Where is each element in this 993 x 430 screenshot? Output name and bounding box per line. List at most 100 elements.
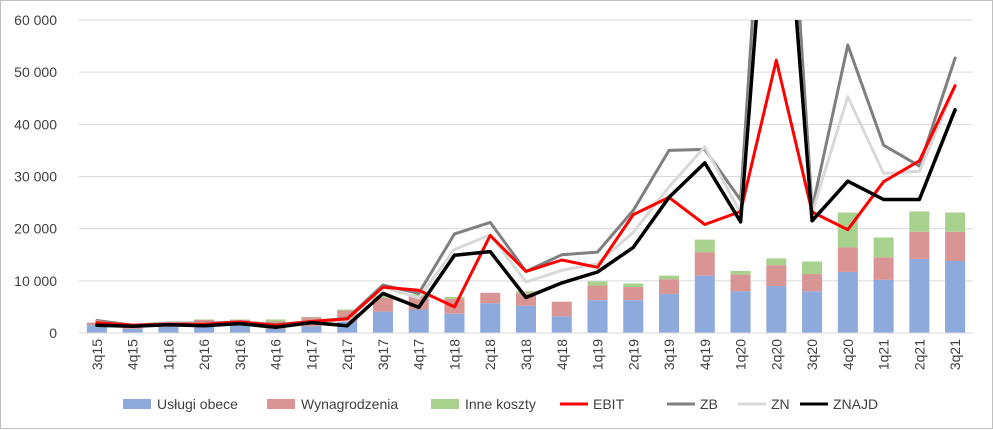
line-ebit [95, 58, 957, 327]
line-series [95, 20, 957, 330]
bar-wynagrodzenia [945, 231, 966, 262]
x-tick-label: 4q19 [697, 339, 713, 370]
legend-label: Inne koszty [465, 396, 536, 412]
bar-usugi-obece [194, 326, 215, 333]
x-tick-label: 3q19 [661, 339, 677, 370]
bar-wynagrodzenia [730, 274, 751, 292]
bar-inne-koszty [265, 319, 286, 322]
bar-inne-koszty [659, 275, 680, 280]
legend-label: EBIT [593, 396, 625, 412]
bar-inne-koszty [623, 283, 644, 288]
bar-wynagrodzenia [694, 252, 715, 276]
bar-inne-koszty [515, 291, 537, 294]
y-tick-label: 40 000 [14, 116, 57, 132]
x-tick-label: 4q20 [840, 339, 856, 370]
bar-wynagrodzenia [909, 231, 930, 259]
bar-usugi-obece [551, 316, 572, 333]
x-tick-label: 4q16 [268, 339, 284, 370]
bar-wynagrodzenia [480, 292, 501, 304]
x-axis: 3q15 4q15 1q16 2q16 3q16 4q16 1q17 2q17 3q17 4q17… [79, 332, 973, 370]
bar-wynagrodzenia [873, 257, 894, 280]
bar-usugi-obece [86, 325, 107, 333]
bar-wynagrodzenia [372, 298, 393, 312]
y-tick-label: 0 [49, 325, 57, 341]
bar-inne-koszty [587, 281, 608, 286]
x-tick-label: 3q20 [804, 339, 820, 370]
bar-inne-koszty [909, 211, 930, 232]
bar-inne-koszty [372, 295, 393, 299]
bar-usugi-obece [158, 326, 179, 333]
bar-wynagrodzenia [623, 287, 644, 301]
bar-inne-koszty [301, 316, 322, 318]
legend-swatch [267, 399, 295, 409]
legend: Usługi obece Wynagrodzenia Inne koszty EBIT… [123, 396, 878, 412]
x-tick-label: 4q17 [411, 339, 427, 370]
bar-wynagrodzenia [659, 279, 680, 294]
bar-wynagrodzenia [587, 285, 608, 301]
legend-label: ZN [771, 396, 790, 412]
x-tick-label: 4q15 [125, 339, 141, 370]
x-tick-label: 2q18 [482, 339, 498, 370]
x-tick-label: 1q20 [733, 339, 749, 370]
x-tick-label: 1q16 [160, 339, 176, 370]
bar-usugi-obece [730, 291, 751, 333]
x-tick-label: 2q16 [196, 339, 212, 370]
y-tick-label: 30 000 [14, 169, 57, 185]
y-tick-label: 50 000 [14, 64, 57, 80]
bar-inne-koszty [766, 258, 787, 266]
x-tick-label: 3q17 [375, 339, 391, 370]
bar-inne-koszty [694, 239, 715, 253]
bar-usugi-obece [480, 303, 501, 333]
y-axis: 0 10 000 20 000 30 000 40 000 50 000 60 000 [14, 12, 57, 341]
x-tick-label: 3q18 [518, 339, 534, 370]
bar-usugi-obece [122, 328, 143, 333]
legend-label: ZNAJD [833, 396, 878, 412]
x-tick-label: 2q17 [339, 339, 355, 370]
gridlines [79, 19, 973, 334]
bar-inne-koszty [802, 261, 823, 275]
y-tick-label: 10 000 [14, 273, 57, 289]
legend-label: ZB [700, 396, 718, 412]
x-tick-label: 1q17 [303, 339, 319, 370]
bar-inne-koszty [730, 270, 751, 275]
y-tick-label: 20 000 [14, 221, 57, 237]
bar-usugi-obece [802, 291, 823, 333]
bar-usugi-obece [265, 328, 286, 333]
bar-usugi-obece [587, 300, 608, 333]
bar-inne-koszty [337, 309, 358, 311]
bar-inne-koszty [873, 237, 894, 258]
bar-inne-koszty [408, 294, 429, 296]
x-tick-label: 2q20 [768, 339, 784, 370]
bar-inne-koszty [945, 212, 966, 232]
line-znajd [95, 20, 957, 330]
bar-wynagrodzenia [802, 274, 823, 292]
bar-usugi-obece [515, 305, 537, 333]
legend-label: Usługi obece [157, 396, 238, 412]
bar-wynagrodzenia [766, 265, 787, 287]
bar-usugi-obece [909, 258, 930, 333]
x-tick-label: 1q21 [876, 339, 892, 370]
x-tick-label: 2q19 [625, 339, 641, 370]
bar-usugi-obece [301, 326, 322, 333]
bar-usugi-obece [623, 300, 644, 333]
bar-usugi-obece [694, 275, 715, 333]
x-tick-label: 4q18 [554, 339, 570, 370]
bar-usugi-obece [945, 261, 966, 333]
x-tick-label: 1q18 [446, 339, 462, 370]
bar-wynagrodzenia [837, 247, 858, 272]
bar-usugi-obece [229, 324, 250, 333]
bar-inne-koszty [194, 319, 215, 320]
x-tick-label: 3q21 [947, 339, 963, 370]
legend-swatch [123, 399, 151, 409]
bar-wynagrodzenia [337, 310, 358, 322]
bar-usugi-obece [372, 311, 393, 333]
bar-inne-koszty [229, 319, 250, 320]
y-tick-label: 60 000 [14, 12, 57, 28]
bar-usugi-obece [837, 271, 858, 333]
bar-wynagrodzenia [551, 301, 572, 317]
x-tick-label: 1q19 [590, 339, 606, 370]
bar-usugi-obece [444, 313, 465, 333]
x-tick-label: 3q15 [89, 339, 105, 370]
